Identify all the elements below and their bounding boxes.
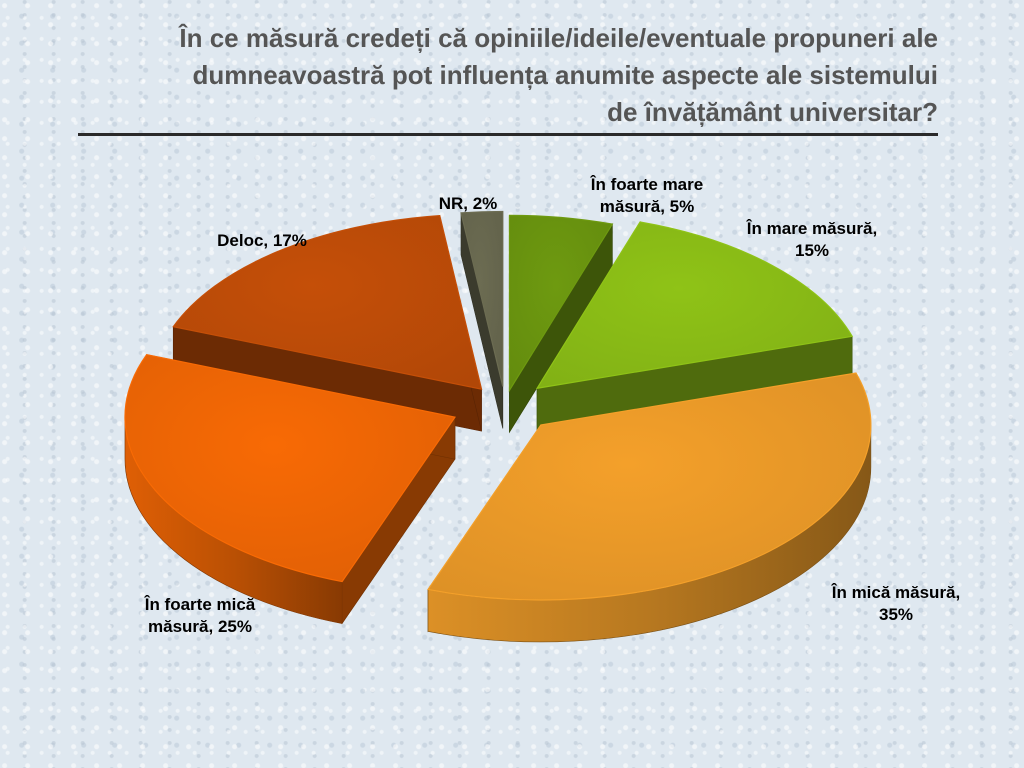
slice-label-6: NR, 2% — [439, 194, 498, 213]
slice-label-3: În mică măsură, 35% — [831, 583, 961, 624]
pie-slice-2 — [535, 220, 854, 432]
slice-label-2: În mare măsură, 15% — [746, 219, 877, 260]
slice-label-1: În foarte mare măsură, 5% — [590, 175, 703, 216]
slice-label-5: Deloc, 17% — [217, 231, 307, 250]
pie-slice-6 — [460, 210, 504, 429]
chart-title: În ce măsură credeți că opiniile/ideile/… — [179, 23, 938, 127]
title-underline — [78, 133, 938, 136]
pie-slice-1 — [508, 214, 614, 434]
pie-slice-3 — [427, 372, 872, 643]
pie-slice-4 — [124, 353, 456, 625]
pie-slice-5 — [172, 214, 483, 432]
slice-label-4: În foarte mică măsură, 25% — [144, 595, 256, 636]
